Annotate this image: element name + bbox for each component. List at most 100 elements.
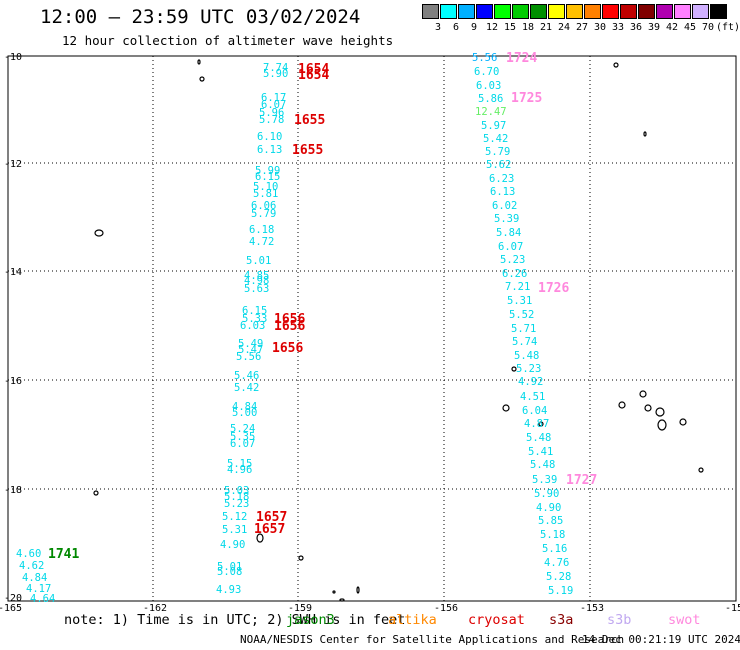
wave-height-value: 6.03 bbox=[240, 320, 265, 332]
wave-height-value: 5.71 bbox=[511, 323, 536, 335]
legend-bin-label: 3 bbox=[434, 22, 442, 33]
legend-bin-label: 42 bbox=[665, 22, 679, 33]
wave-height-value: 4.60 bbox=[16, 548, 41, 560]
track-id-label: 1655 bbox=[292, 143, 323, 158]
wave-height-value: 6.07 bbox=[261, 99, 286, 111]
island-outline bbox=[197, 59, 201, 65]
lon-tick-label: -165 bbox=[0, 603, 22, 614]
wave-height-value: 5.35 bbox=[230, 431, 255, 443]
wave-height-value: 6.10 bbox=[257, 131, 282, 143]
wave-height-value: 5.48 bbox=[526, 432, 551, 444]
wave-height-value: 5.33 bbox=[242, 313, 267, 325]
wave-height-value: 5.42 bbox=[234, 382, 259, 394]
island-outline bbox=[657, 419, 667, 431]
legend-swatch bbox=[458, 4, 475, 19]
track-id-label: 1727 bbox=[566, 473, 597, 488]
wave-height-value: 4.64 bbox=[30, 593, 55, 605]
wave-height-value: 5.39 bbox=[494, 213, 519, 225]
wave-height-value: 4.93 bbox=[216, 584, 241, 596]
satellite-jason3: jason3 bbox=[286, 612, 335, 628]
wave-height-value: 6.70 bbox=[474, 66, 499, 78]
legend-bin-label: 33 bbox=[611, 22, 625, 33]
wave-height-value: 6.15 bbox=[255, 171, 280, 183]
map-frame bbox=[7, 55, 737, 602]
legend-bin-label: 70 bbox=[701, 22, 715, 33]
wave-height-value: 5.90 bbox=[534, 488, 559, 500]
island-outline bbox=[613, 62, 619, 68]
wave-height-value: 5.19 bbox=[548, 585, 573, 597]
wave-height-value: 5.23 bbox=[224, 498, 249, 510]
wave-height-value: 4.84 bbox=[22, 572, 47, 584]
legend-bin-label: 27 bbox=[575, 22, 589, 33]
wave-height-value: 4.72 bbox=[249, 236, 274, 248]
wave-height-value: 5.81 bbox=[253, 188, 278, 200]
island-outline bbox=[655, 407, 665, 417]
wave-height-value: 5.96 bbox=[259, 107, 284, 119]
lon-tick-label: -156 bbox=[434, 603, 458, 614]
lon-tick-label: -150 bbox=[725, 603, 740, 614]
satellite-altika: altika bbox=[388, 612, 437, 628]
legend-bin-label: 21 bbox=[539, 22, 553, 33]
lon-tick-label: -159 bbox=[288, 603, 312, 614]
track-id-label: 1726 bbox=[538, 281, 569, 296]
legend-bin-label: 15 bbox=[503, 22, 517, 33]
wave-height-value: 5.42 bbox=[483, 133, 508, 145]
island-outline bbox=[199, 76, 205, 82]
island-outline bbox=[698, 467, 704, 473]
wave-height-value: 5.15 bbox=[227, 458, 252, 470]
satellite-s3b: s3b bbox=[607, 612, 632, 628]
island-outline bbox=[538, 421, 544, 427]
legend-bin-label: 39 bbox=[647, 22, 661, 33]
island-outline bbox=[502, 404, 510, 412]
wave-height-value: 4.98 bbox=[244, 275, 269, 287]
wave-height-value: 5.56 bbox=[236, 351, 261, 363]
track-id-label: 1657 bbox=[254, 522, 285, 537]
wave-height-value: 5.79 bbox=[485, 146, 510, 158]
island-outline bbox=[94, 229, 104, 237]
generated-time: 14 Dec 00:21:19 UTC 2024 bbox=[582, 633, 740, 646]
wave-height-value: 6.13 bbox=[257, 144, 282, 156]
wave-height-value: 5.16 bbox=[542, 543, 567, 555]
legend-swatch bbox=[656, 4, 673, 19]
track-id-label: 1654 bbox=[298, 62, 329, 77]
wave-height-value: 5.01 bbox=[246, 255, 271, 267]
wave-height-value: 5.08 bbox=[217, 566, 242, 578]
wave-height-value: 5.12 bbox=[222, 511, 247, 523]
wave-height-value: 5.62 bbox=[486, 159, 511, 171]
wave-height-value: 6.15 bbox=[242, 305, 267, 317]
lat-tick-label: -14 bbox=[4, 267, 22, 278]
track-id-label: 1656 bbox=[274, 319, 305, 334]
legend-swatch bbox=[620, 4, 637, 19]
wave-height-value: 5.41 bbox=[528, 446, 553, 458]
wave-height-value: 4.90 bbox=[220, 539, 245, 551]
wave-height-value: 5.78 bbox=[259, 114, 284, 126]
wave-height-value: 4.51 bbox=[520, 391, 545, 403]
legend-bin-label: 30 bbox=[593, 22, 607, 33]
wave-height-value: 5.23 bbox=[516, 363, 541, 375]
wave-height-value: 5.49 bbox=[238, 338, 263, 350]
wave-height-value: 4.87 bbox=[524, 418, 549, 430]
wave-height-value: 6.13 bbox=[490, 186, 515, 198]
legend-bin-label: 24 bbox=[557, 22, 571, 33]
satellite-s3a: s3a bbox=[549, 612, 574, 628]
wave-height-value: 4.90 bbox=[536, 502, 561, 514]
lat-tick-label: -12 bbox=[4, 159, 22, 170]
axis-labels: -10 -12 -14 -16 -18 -20-165 -162 -159 -156 -153 -1… bbox=[0, 52, 740, 614]
island-outline bbox=[298, 555, 304, 561]
chart-subtitle: 12 hour collection of altimeter wave hei… bbox=[62, 33, 394, 48]
wave-height-value: 5.97 bbox=[481, 120, 506, 132]
lat-lon-grid bbox=[8, 56, 736, 601]
track-id-label: 1741 bbox=[48, 547, 79, 562]
footer-note: note: 1) Time is in UTC; 2) SWH is in fe… bbox=[64, 612, 406, 628]
wave-height-value: 5.31 bbox=[222, 524, 247, 536]
wave-height-value: 5.23 bbox=[500, 254, 525, 266]
wave-height-value: 6.04 bbox=[522, 405, 547, 417]
wave-height-value: 5.85 bbox=[538, 515, 563, 527]
legend-swatch bbox=[530, 4, 547, 19]
wave-height-value: 6.02 bbox=[492, 200, 517, 212]
lat-tick-label: -20 bbox=[4, 593, 22, 604]
wave-height-value: 6.07 bbox=[230, 438, 255, 450]
wave-height-value: 5.00 bbox=[232, 407, 257, 419]
wave-height-value: 4.62 bbox=[19, 560, 44, 572]
